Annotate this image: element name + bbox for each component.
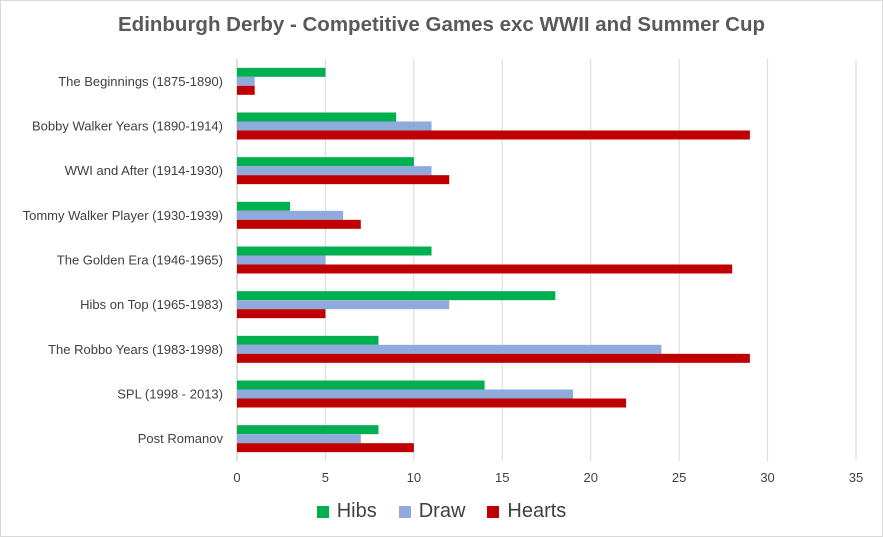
bar-hibs <box>237 112 397 122</box>
bar-hibs <box>237 157 414 167</box>
legend-label-hearts: Hearts <box>507 500 567 522</box>
category-label: The Beginnings (1875-1890) <box>58 74 223 89</box>
bar-draw <box>237 255 326 265</box>
x-tick-label: 20 <box>583 470 597 485</box>
bar-draw <box>237 76 255 86</box>
bar-hibs <box>237 67 326 77</box>
category-label: Bobby Walker Years (1890-1914) <box>32 119 223 134</box>
bar-draw <box>237 300 450 310</box>
bar-hearts <box>237 443 414 453</box>
category-label: Tommy Walker Player (1930-1939) <box>23 208 223 223</box>
bar-hearts <box>237 130 750 140</box>
x-tick-label: 0 <box>233 470 240 485</box>
bar-draw <box>237 389 574 399</box>
x-tick-label: 5 <box>322 470 329 485</box>
bar-draw <box>237 434 361 444</box>
bar-draw <box>237 210 344 220</box>
legend-item-hearts: Hearts <box>487 500 566 523</box>
category-label: SPL (1998 - 2013) <box>117 387 223 402</box>
chart-title: Edinburgh Derby - Competitive Games exc … <box>118 13 765 36</box>
category-label: Post Romanov <box>138 431 224 446</box>
bar-hearts <box>237 219 361 229</box>
bar-hearts <box>237 398 627 408</box>
legend-label-draw: Draw <box>418 500 466 522</box>
bar-hibs <box>237 246 432 256</box>
bar-draw <box>237 166 432 176</box>
bar-hibs <box>237 291 556 301</box>
category-label: Hibs on Top (1965-1983) <box>80 297 223 312</box>
bar-hibs <box>237 380 485 390</box>
legend-swatch-draw <box>398 505 411 518</box>
x-tick-label: 10 <box>407 470 421 485</box>
bar-hearts <box>237 85 255 95</box>
bar-hearts <box>237 175 450 185</box>
x-tick-label: 30 <box>760 470 774 485</box>
x-tick-label: 35 <box>849 470 863 485</box>
bar-hibs <box>237 201 291 211</box>
bar-hearts <box>237 309 326 319</box>
legend-item-hibs: Hibs <box>316 500 377 523</box>
bar-hearts <box>237 353 750 363</box>
legend-swatch-hibs <box>316 505 329 518</box>
legend-label-hibs: Hibs <box>336 500 377 522</box>
x-tick-label: 25 <box>672 470 686 485</box>
legend-swatch-hearts <box>487 505 500 518</box>
x-tick-label: 15 <box>495 470 509 485</box>
bar-draw <box>237 121 432 131</box>
bar-draw <box>237 344 662 354</box>
bar-hibs <box>237 335 379 345</box>
legend: Hibs Draw Hearts <box>0 500 883 523</box>
bar-hibs <box>237 425 379 435</box>
category-label: The Golden Era (1946-1965) <box>57 253 223 268</box>
bar-hearts <box>237 264 733 274</box>
category-label: WWI and After (1914-1930) <box>65 163 223 178</box>
legend-item-draw: Draw <box>398 500 466 523</box>
category-label: The Robbo Years (1983-1998) <box>48 342 223 357</box>
